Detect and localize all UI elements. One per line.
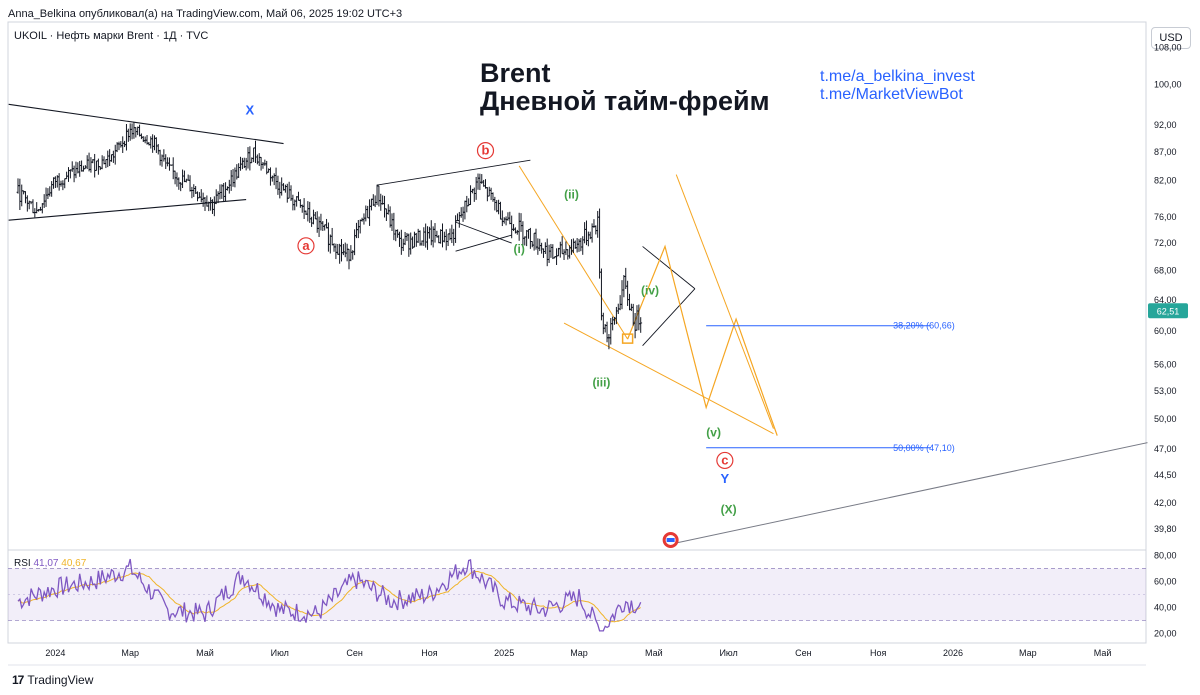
triangle-iv-lower xyxy=(642,288,696,347)
y-tick-label: 44,50 xyxy=(1154,470,1177,480)
y-tick-label: 108,00 xyxy=(1154,43,1182,53)
currency-button[interactable]: USD xyxy=(1151,27,1191,49)
last-price-marker: 62,51 xyxy=(1148,303,1188,319)
long-trendline xyxy=(672,442,1148,545)
telegram-link-2[interactable]: t.me/MarketViewBot xyxy=(820,86,963,103)
wave-label: (iv) xyxy=(641,284,659,298)
fibonacci-levels: 38,20% (60,66) 50,00% (47,10) xyxy=(706,321,955,453)
wave-label: (X) xyxy=(721,502,737,516)
x-axis[interactable]: 2024 Мар Май Июл Сен Ноя 2025 Мар Май Июл Сен Ноя 20… xyxy=(45,648,1111,658)
rsi-tick-label: 20,00 xyxy=(1154,629,1177,639)
wave-label: (iii) xyxy=(592,375,610,389)
wave-iii-marker xyxy=(621,333,634,344)
last-price-badge xyxy=(1148,303,1188,319)
y-tick-label: 82,00 xyxy=(1154,175,1177,185)
projection-zigzag xyxy=(627,244,778,436)
fib-level-label: 50,00% (47,10) xyxy=(893,443,955,453)
trendline-upper-triangle xyxy=(8,103,284,145)
channel-upper-orange xyxy=(675,174,774,429)
y-tick-label: 42,00 xyxy=(1154,498,1177,508)
y-tick-label: 68,00 xyxy=(1154,266,1177,276)
x-tick-label: Июл xyxy=(271,648,289,658)
wave-label: b xyxy=(482,143,490,158)
wave-label: X xyxy=(246,102,255,117)
channel-lower-orange xyxy=(563,322,774,435)
y-tick-label: 72,00 xyxy=(1154,238,1177,248)
rsi-legend: RSI 41,07 40,67 xyxy=(14,558,86,569)
x-tick-label: Мар xyxy=(1019,648,1037,658)
wave-label: (ii) xyxy=(564,187,579,201)
drawings xyxy=(8,103,1148,549)
wave-label-circle xyxy=(476,141,495,160)
wave-labels: Xa b (i) (ii) (iii) (iv) (v)cY (X) xyxy=(246,102,737,516)
wave-label: c xyxy=(721,452,728,467)
y-tick-label: 47,00 xyxy=(1154,444,1177,454)
rsi-line xyxy=(17,558,642,632)
wave-label: Y xyxy=(721,471,730,486)
x-tick-label: Ноя xyxy=(421,648,438,658)
x-tick-label: 2026 xyxy=(943,648,963,658)
wave-label-circle xyxy=(297,237,315,255)
trendline-b-wave xyxy=(376,159,531,186)
y-tick-label: 39,80 xyxy=(1154,524,1177,534)
rsi-ma-value: 40,67 xyxy=(61,558,87,569)
y-axis[interactable]: 108,00 100,00 92,00 87,00 82,00 76,00 72,00 68,… xyxy=(1154,43,1182,639)
rsi-label: RSI xyxy=(14,558,31,569)
triangle-iv-upper xyxy=(642,246,696,290)
telegram-link-1[interactable]: t.me/a_belkina_invest xyxy=(820,68,975,85)
symbol-title[interactable]: UKOIL · Нефть марки Brent · 1Д · TVC xyxy=(14,30,209,42)
rsi-area xyxy=(8,558,1146,632)
annotation-title: Brent xyxy=(480,58,551,88)
y-tick-label: 56,00 xyxy=(1154,359,1177,369)
rsi-tick-label: 40,00 xyxy=(1154,603,1177,613)
y-tick-label: 76,00 xyxy=(1154,212,1177,222)
x-tick-label: Мар xyxy=(570,648,588,658)
pennant-upper xyxy=(455,221,512,244)
y-tick-label: 50,00 xyxy=(1154,414,1177,424)
rsi-tick-label: 60,00 xyxy=(1154,577,1177,587)
x-tick-label: Июл xyxy=(719,648,737,658)
rsi-ma-line xyxy=(17,570,641,623)
rsi-value: 41,07 xyxy=(33,558,59,569)
y-tick-label: 64,00 xyxy=(1154,295,1177,305)
x-tick-label: Сен xyxy=(346,648,363,658)
publisher-line: Anna_Belkina опубликовал(а) на TradingVi… xyxy=(8,8,403,20)
wave-label: a xyxy=(302,238,310,253)
annotation-subtitle: Дневной тайм-фрейм xyxy=(480,86,770,116)
x-tick-label: Мар xyxy=(121,648,139,658)
x-tick-label: Май xyxy=(1094,648,1112,658)
price-series xyxy=(16,122,643,350)
x-tick-label: Май xyxy=(645,648,663,658)
wave-label: (v) xyxy=(706,426,721,440)
y-tick-label: 60,00 xyxy=(1154,326,1177,336)
x-tick-label: Ноя xyxy=(870,648,887,658)
wave-label-circle xyxy=(716,451,734,470)
x-tick-label: Май xyxy=(196,648,214,658)
tradingview-logo-icon: 17 xyxy=(12,673,24,687)
y-tick-label: 53,00 xyxy=(1154,386,1177,396)
x-tick-label: Сен xyxy=(795,648,812,658)
y-tick-label: 100,00 xyxy=(1154,80,1182,90)
wave-label: (i) xyxy=(513,242,524,256)
fib-level-label: 38,20% (60,66) xyxy=(893,321,955,331)
x-tick-label: 2025 xyxy=(494,648,514,658)
footer-brand[interactable]: 17 TradingView xyxy=(12,673,93,687)
x-tick-label: 2024 xyxy=(45,648,65,658)
event-logo-bar xyxy=(666,538,675,543)
pennant-lower xyxy=(455,234,512,252)
last-price-value: 62,51 xyxy=(1157,306,1180,316)
rsi-pane-frame xyxy=(7,549,1147,644)
footer-brand-label: TradingView xyxy=(27,673,94,687)
y-tick-label: 92,00 xyxy=(1154,120,1177,130)
y-tick-label: 87,00 xyxy=(1154,147,1177,157)
rsi-tick-label: 80,00 xyxy=(1154,551,1177,561)
